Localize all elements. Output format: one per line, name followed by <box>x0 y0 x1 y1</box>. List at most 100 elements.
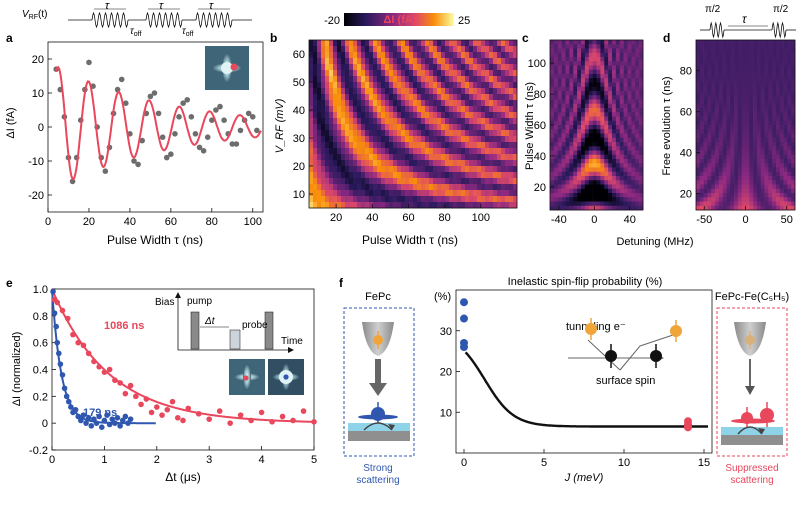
heatmap-cell-c <box>608 108 613 113</box>
heatmap-cell-d <box>703 129 708 134</box>
heatmap-cell-d <box>791 193 796 198</box>
heatmap-cell-c <box>561 125 566 130</box>
heatmap-cell-c <box>573 61 578 66</box>
heatmap-cell-b <box>413 160 418 167</box>
heatmap-cell-d <box>722 48 727 54</box>
heatmap-cell-d <box>760 193 765 198</box>
heatmap-cell-d <box>791 95 796 100</box>
heatmap-cell-b <box>445 184 450 191</box>
heatmap-cell-d <box>734 65 739 71</box>
heatmap-cell-d <box>741 120 746 126</box>
heatmap-cell-b <box>321 202 326 209</box>
heatmap-cell-d <box>764 103 769 109</box>
heatmap-cell-d <box>707 146 712 151</box>
heatmap-cell-d <box>703 133 708 139</box>
heatmap-cell-c <box>615 171 621 177</box>
heatmap-cell-d <box>715 86 720 92</box>
heatmap-cell-d <box>772 120 777 126</box>
heatmap-cell-b <box>401 148 406 155</box>
heatmap-cell-b <box>345 130 350 137</box>
heatmap-cell-b <box>321 46 326 53</box>
heatmap-cell-b <box>393 76 398 83</box>
heatmap-cell-d <box>749 82 754 88</box>
heatmap-cell-d <box>730 146 735 151</box>
heatmap-cell-b <box>513 88 518 95</box>
heatmap-cell-c <box>553 142 559 147</box>
heatmap-cell-d <box>726 188 731 194</box>
heatmap-cell-b <box>473 76 478 83</box>
heatmap-cell-c <box>577 86 582 92</box>
xtick-label: 0 <box>461 457 467 469</box>
heatmap-cell-d <box>764 154 769 160</box>
heatmap-cell-b <box>365 184 370 191</box>
heatmap-cell-c <box>619 116 624 122</box>
heatmap-cell-c <box>581 184 586 190</box>
heatmap-cell-b <box>325 166 330 173</box>
ylabel-d: Free evolution τ (ns) <box>661 76 673 175</box>
heatmap-cell-c <box>561 120 566 126</box>
heatmap-cell-b <box>445 172 450 179</box>
heatmap-cell-d <box>779 95 784 100</box>
heatmap-cell-c <box>581 137 586 143</box>
heatmap-cell-c <box>584 129 590 134</box>
heatmap-cell-d <box>707 82 712 88</box>
heatmap-cell-c <box>577 95 582 100</box>
heatmap-cell-b <box>489 142 494 149</box>
heatmap-cell-b <box>433 142 438 149</box>
heatmap-cell-d <box>718 86 723 92</box>
heatmap-cell-b <box>485 160 490 167</box>
heatmap-cell-b <box>337 142 342 149</box>
heatmap-cell-b <box>473 40 478 47</box>
heatmap-cell-d <box>772 142 777 147</box>
heatmap-cell-c <box>592 91 597 96</box>
heatmap-cell-c <box>588 69 593 75</box>
heatmap-cell-b <box>321 88 326 95</box>
heatmap-cell-b <box>457 100 462 107</box>
xtick-label: 5 <box>311 454 317 466</box>
heatmap-cell-b <box>333 136 338 143</box>
heatmap-cell-b <box>513 58 518 65</box>
heatmap-cell-d <box>707 57 712 62</box>
heatmap-cell-d <box>718 52 723 58</box>
heatmap-cell-c <box>561 112 566 117</box>
heatmap-cell-b <box>429 40 434 47</box>
heatmap-cell-b <box>321 172 326 179</box>
heatmap-cell-d <box>756 167 762 173</box>
heatmap-cell-b <box>317 58 322 65</box>
colorbar-label: ΔI (fA) <box>384 14 417 26</box>
heatmap-cell-b <box>317 64 322 71</box>
heatmap-cell-d <box>703 184 708 190</box>
heatmap-cell-c <box>569 197 574 202</box>
heatmap-cell-c <box>612 197 617 202</box>
heatmap-cell-d <box>699 86 704 92</box>
heatmap-cell-c <box>608 82 613 88</box>
heatmap-cell-c <box>635 40 640 45</box>
heatmap-cell-b <box>313 130 318 137</box>
heatmap-cell-b <box>361 202 366 209</box>
heatmap-cell-d <box>726 159 731 164</box>
heatmap-cell-c <box>588 65 593 71</box>
heatmap-cell-b <box>493 136 498 143</box>
heatmap-cell-d <box>768 82 773 88</box>
heatmap-cell-b <box>329 190 334 197</box>
heatmap-cell-d <box>734 184 739 190</box>
heatmap-cell-c <box>612 201 617 207</box>
heatmap-cell-b <box>481 52 486 59</box>
heatmap-cell-d <box>707 65 712 71</box>
heatmap-cell-c <box>604 201 609 207</box>
heatmap-cell-c <box>550 65 555 71</box>
heatmap-cell-b <box>453 70 458 77</box>
data-point-e <box>85 415 92 421</box>
heatmap-cell-b <box>449 124 454 131</box>
heatmap-cell-d <box>791 48 796 54</box>
data-point-e <box>93 420 100 426</box>
heatmap-cell-c <box>639 52 644 58</box>
heatmap-cell-d <box>696 91 701 96</box>
heatmap-cell-b <box>381 184 386 191</box>
heatmap-cell-d <box>722 193 727 198</box>
heatmap-cell-d <box>787 146 792 151</box>
heatmap-cell-d <box>783 163 788 168</box>
heatmap-cell-d <box>696 112 701 117</box>
heatmap-cell-d <box>711 159 716 164</box>
heatmap-cell-b <box>433 112 438 119</box>
